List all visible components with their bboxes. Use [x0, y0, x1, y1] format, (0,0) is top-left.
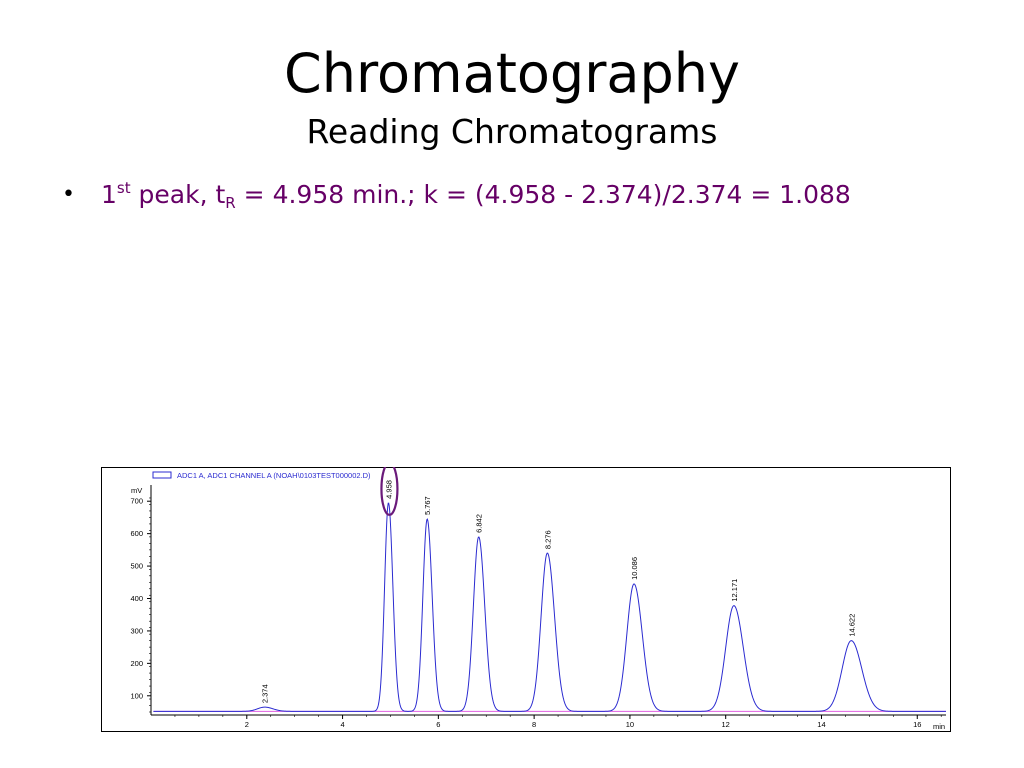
chromatogram-chart: ADC1 A, ADC1 CHANNEL A (NOAH\0103TEST000… [101, 467, 951, 732]
chart-frame [101, 467, 951, 732]
ticks: 100 200 300 400 500 600 700 2 4 6 8 10 12 14 16 [130, 497, 942, 729]
axes [150, 485, 946, 716]
bullet-text-pre: 1 [100, 180, 117, 209]
bullet-text-sub: R [225, 194, 236, 212]
peak-label: 14.622 [847, 614, 856, 637]
peak-labels: 2.374 4.958 5.767 6.842 8.276 10.086 12.171 14.… [261, 480, 857, 703]
x-tick-label: 8 [532, 720, 536, 729]
peak-label: 10.086 [630, 557, 639, 580]
signal-trace [153, 502, 946, 712]
peak-label: 2.374 [261, 684, 270, 703]
slide-title: Chromatography [284, 42, 740, 105]
y-tick-label: 700 [130, 497, 143, 506]
y-tick-label: 600 [130, 529, 143, 538]
y-tick-label: 400 [130, 594, 143, 603]
x-axis-unit: min [933, 722, 945, 731]
y-tick-label: 200 [130, 659, 143, 668]
peak-label: 8.276 [543, 530, 552, 549]
x-tick-label: 2 [245, 720, 249, 729]
y-tick-label: 500 [130, 562, 143, 571]
x-tick-label: 10 [626, 720, 634, 729]
peak-label: 4.958 [384, 480, 393, 499]
y-axis-unit: mV [131, 486, 142, 495]
bullet-item: • 1st peak, tR = 4.958 min.; k = (4.958 -… [62, 179, 851, 212]
highlight-circle [380, 467, 399, 516]
x-tick-label: 6 [436, 720, 440, 729]
slide-subtitle: Reading Chromatograms [306, 112, 718, 151]
bullet-text-post: = 4.958 min.; k = (4.958 - 2.374)/2.374 … [235, 180, 851, 209]
bullet-dot-icon: • [62, 182, 75, 207]
x-tick-label: 16 [913, 720, 921, 729]
x-tick-label: 14 [817, 720, 825, 729]
y-tick-label: 100 [130, 691, 143, 700]
legend-label: ADC1 A, ADC1 CHANNEL A (NOAH\0103TEST000… [177, 471, 371, 480]
peak-label: 6.842 [475, 514, 484, 533]
legend-swatch [152, 471, 172, 479]
x-tick-label: 12 [722, 720, 730, 729]
y-tick-label: 300 [130, 626, 143, 635]
bullet-text-sup: st [116, 179, 131, 197]
bullet-text-mid: peak, t [130, 180, 226, 209]
legend: ADC1 A, ADC1 CHANNEL A (NOAH\0103TEST000… [152, 471, 371, 480]
peak-label: 5.767 [423, 496, 432, 515]
x-tick-label: 4 [340, 720, 344, 729]
peak-label: 12.171 [730, 579, 739, 602]
